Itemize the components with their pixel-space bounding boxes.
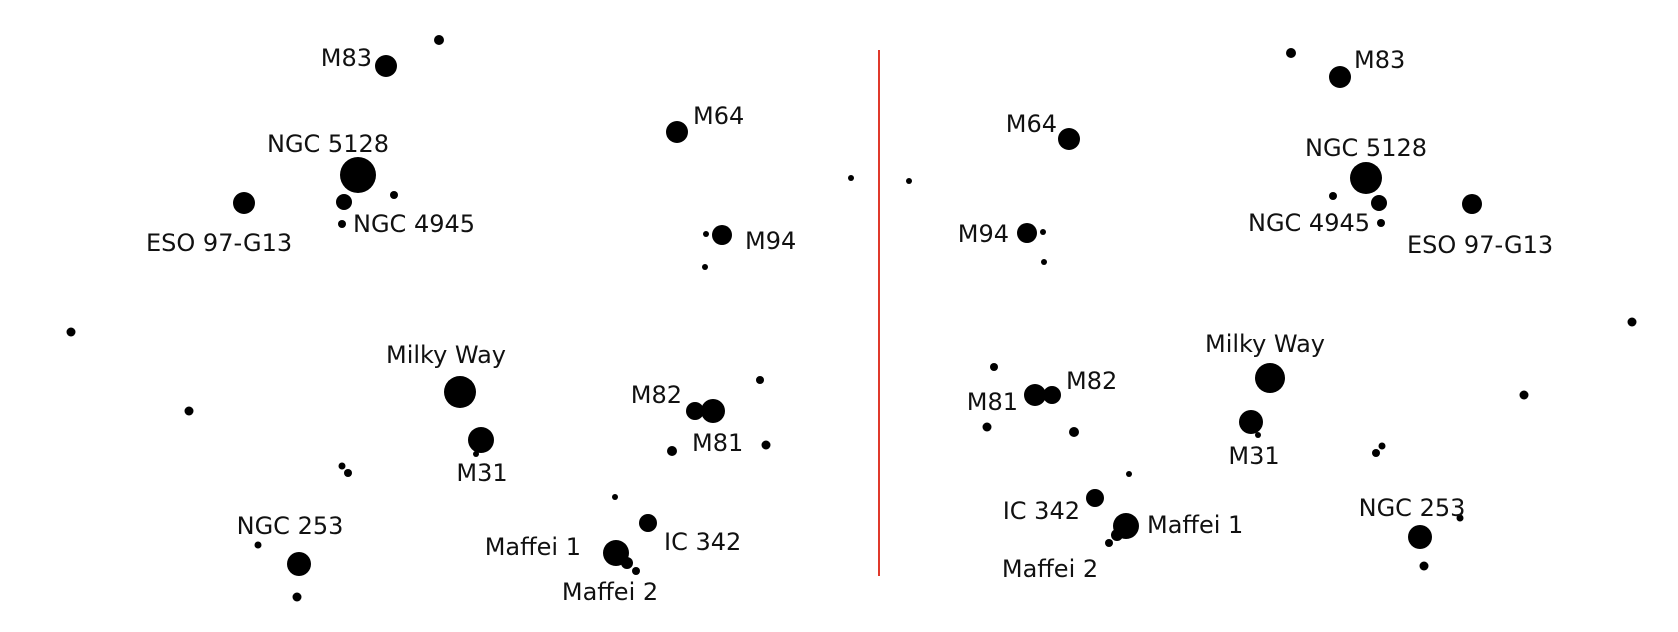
galaxy-label-m64: M64 [693,102,744,130]
galaxy-label-m82: M82 [631,381,682,409]
galaxy-dot-m31 [1239,410,1263,434]
galaxy-label-maffei1: Maffei 1 [485,533,581,561]
small-dot [1372,449,1380,457]
galaxy-label-milkyway: Milky Way [386,341,506,369]
small-dot [473,451,479,457]
galaxy-label-m31: M31 [456,459,507,487]
small-dot [344,469,352,477]
galaxy-dot-m64 [666,121,688,143]
galaxy-dot-m83 [1329,66,1351,88]
small-dot [390,191,398,199]
galaxy-dot-ic342 [1086,489,1104,507]
galaxy-label-m83: M83 [321,44,372,72]
galaxy-dot-m94 [1017,223,1037,243]
small-dot [254,541,262,549]
galaxy-dot-eso97 [233,192,255,214]
left-panel: M83 NGC 5128 ESO 97-G13 NGC 4945 M64 M94… [66,35,854,606]
galaxy-dot-ic342 [639,514,657,532]
small-dot [1286,48,1296,58]
small-dot [1519,390,1529,400]
galaxy-label-ngc253: NGC 253 [237,512,344,540]
small-dot [761,440,771,450]
galaxy-dot-maffei2 [1111,529,1123,541]
small-dot [1329,192,1337,200]
galaxy-label-m94: M94 [958,220,1009,248]
small-dot [1040,229,1046,235]
galaxy-label-m81: M81 [692,429,743,457]
small-dot [1126,471,1132,477]
small-dot [434,35,444,45]
galaxy-dot-m31 [468,427,494,453]
small-dot [1041,259,1047,265]
galaxy-label-m64: M64 [1006,110,1057,138]
galaxy-dot-m94 [712,225,732,245]
small-dot [1456,514,1464,522]
galaxy-label-m94: M94 [745,227,796,255]
galaxy-label-eso97: ESO 97-G13 [146,229,292,257]
galaxy-dot-m81 [1024,384,1046,406]
galaxy-label-ngc5128: NGC 5128 [1305,134,1427,162]
galaxy-dot-ngc253 [287,552,311,576]
galaxy-label-maffei2: Maffei 2 [562,578,658,606]
galaxy-dot-maffei2 [621,557,633,569]
small-dot [703,231,709,237]
galaxy-label-m83: M83 [1354,46,1405,74]
galaxy-dot-milkyway [1255,363,1285,393]
small-dot [292,592,302,602]
small-dot [338,220,346,228]
right-panel: M83 M64 NGC 5128 M94 NGC 4945 ESO 97-G13… [906,46,1637,583]
small-dot [338,462,346,470]
small-dot [982,422,992,432]
small-dot [702,264,708,270]
galaxy-dot-ngc253 [1408,525,1432,549]
small-dot [1378,442,1386,450]
galaxy-dot-ngc4945 [1371,195,1387,211]
small-dot [66,327,76,337]
small-dot [632,567,640,575]
galaxy-label-m81: M81 [967,388,1018,416]
small-dot [1377,219,1385,227]
galaxy-label-ngc4945: NGC 4945 [353,210,475,238]
small-dot [667,446,677,456]
galaxy-label-m31: M31 [1228,442,1279,470]
small-dot [756,376,764,384]
galaxy-dot-ngc5128 [1350,162,1382,194]
small-dot [1105,539,1113,547]
small-dot [1069,427,1079,437]
galaxy-label-ic342: IC 342 [1003,497,1080,525]
small-dot [1255,432,1261,438]
galaxy-label-ngc5128: NGC 5128 [267,130,389,158]
small-dot [1627,317,1637,327]
galaxy-dot-milkyway [444,376,476,408]
small-dot [848,175,854,181]
small-dot [906,178,912,184]
galaxy-dot-ngc4945 [336,194,352,210]
small-dot [612,494,618,500]
galaxy-dot-ngc5128 [340,157,376,193]
galaxy-label-ic342: IC 342 [664,528,741,556]
galaxy-dot-m81 [701,399,725,423]
galaxy-label-milkyway: Milky Way [1205,330,1325,358]
galaxy-label-ngc253: NGC 253 [1359,494,1466,522]
galaxy-dot-m82 [686,402,704,420]
small-dot [184,406,194,416]
galaxy-label-m82: M82 [1066,367,1117,395]
galaxy-label-ngc4945: NGC 4945 [1248,209,1370,237]
galaxy-dot-m82 [1043,386,1061,404]
small-dot [1419,561,1429,571]
galaxy-label-maffei1: Maffei 1 [1147,511,1243,539]
galaxy-dot-m83 [375,55,397,77]
galaxy-dot-m64 [1058,128,1080,150]
galaxy-label-eso97: ESO 97-G13 [1407,231,1553,259]
small-dot [990,363,998,371]
galaxy-label-maffei2: Maffei 2 [1002,555,1098,583]
galaxy-dot-eso97 [1462,194,1482,214]
